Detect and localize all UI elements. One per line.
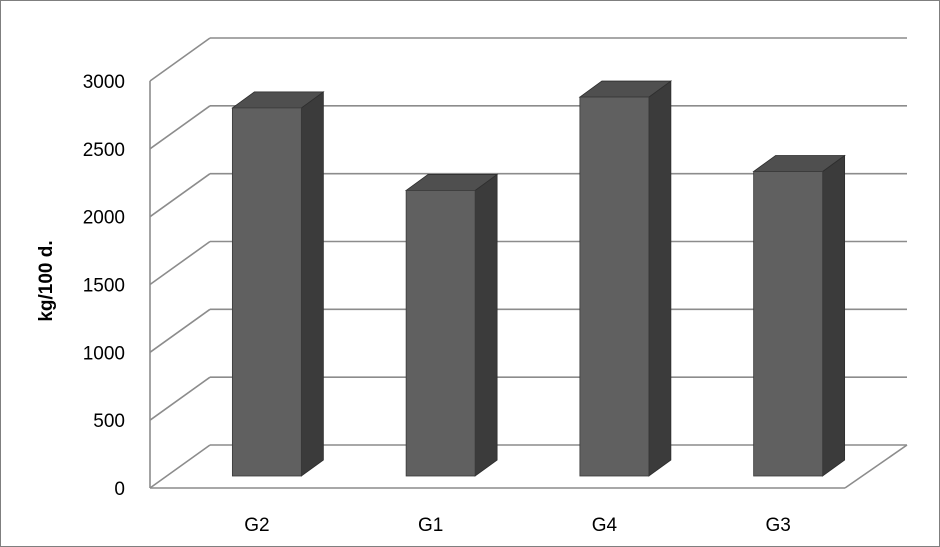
bar-front-G4 (579, 96, 650, 477)
x-tick-label-G3: G3 (765, 515, 790, 536)
bars (231, 80, 846, 477)
y-tick-label: 0 (114, 479, 125, 500)
gridline-side-1500 (149, 240, 211, 286)
bar-side-G2 (300, 91, 324, 477)
floor-right-edge (844, 444, 908, 489)
y-tick-label: 2500 (83, 140, 125, 161)
gridline-side-2000 (149, 173, 211, 218)
y-tick-label: 1500 (83, 276, 125, 297)
x-tick-label-G1: G1 (418, 515, 443, 536)
x-tick-label-G4: G4 (592, 515, 618, 536)
y-tick-label: 2000 (83, 208, 125, 229)
gridline-side-0 (149, 444, 211, 489)
bar-front-G3 (753, 171, 824, 477)
bar-front-G1 (405, 190, 476, 477)
x-axis: G2 G1 G4 G3 (244, 515, 791, 536)
bar-side-G1 (474, 173, 498, 477)
gridline-side-3000 (149, 37, 211, 82)
gridline-side-2500 (149, 105, 211, 150)
gridline-side-1000 (149, 308, 211, 353)
bar-G1 (404, 173, 499, 477)
y-tick-label: 500 (93, 411, 125, 432)
bar-G2 (231, 91, 325, 477)
bar-side-G3 (822, 154, 846, 477)
bar-front-G2 (231, 107, 302, 477)
gridline-side-500 (149, 376, 211, 421)
bar-side-G4 (648, 80, 672, 477)
x-tick-label-G2: G2 (244, 515, 269, 536)
y-axis: 0 500 1000 1500 2000 2500 3000 (83, 72, 908, 500)
y-axis-label: kg/100 d. (36, 240, 57, 321)
y-tick-label: 1000 (83, 343, 125, 364)
y-tick-label: 3000 (83, 72, 125, 93)
bar-G4 (578, 80, 673, 477)
bar-G3 (752, 154, 846, 477)
